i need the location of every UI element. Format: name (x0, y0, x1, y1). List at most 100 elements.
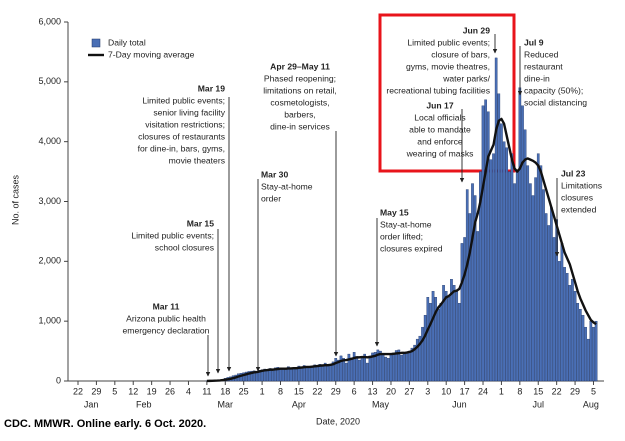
bar (460, 243, 464, 382)
x-tick-label: 24 (478, 386, 488, 396)
bar (394, 350, 398, 382)
annotation-text: Local officials (414, 112, 465, 122)
bar (471, 183, 474, 382)
month-label: May (372, 399, 390, 409)
y-tick-label: 6,000 (38, 16, 61, 26)
x-tick-label: 3 (425, 386, 430, 396)
x-tick-label: 25 (239, 386, 249, 396)
x-tick-label: 22 (552, 386, 562, 396)
annotation-text: Stay-at-home (261, 181, 313, 191)
bar (350, 357, 353, 382)
bar (405, 352, 409, 382)
highlight-box (378, 13, 516, 173)
bar (244, 371, 248, 382)
bar (308, 367, 311, 382)
bar (450, 279, 453, 382)
bar (379, 350, 382, 382)
x-tick-label: 10 (441, 386, 451, 396)
x-tick-label: 4 (186, 386, 191, 396)
month-label: Jan (84, 399, 99, 409)
bar (344, 362, 348, 382)
x-tick-label: 15 (533, 386, 543, 396)
bar (563, 267, 566, 382)
y-tick-label: 3,000 (38, 196, 61, 206)
annotation-text: Limitations (561, 180, 602, 190)
bar (489, 159, 493, 382)
annotation-text: dine-in services (270, 121, 330, 131)
bar (387, 358, 390, 382)
bar (476, 231, 480, 382)
bar (573, 291, 577, 382)
bar (492, 153, 495, 382)
x-tick-label: 5 (591, 386, 596, 396)
bar (544, 213, 548, 382)
bar (284, 369, 288, 382)
annotation-text: Phased reopening; (264, 73, 336, 83)
bar (455, 291, 459, 382)
bar (337, 359, 340, 382)
bar (539, 165, 543, 382)
bar (560, 243, 564, 382)
bar (373, 352, 377, 382)
bar (442, 285, 445, 382)
bar (581, 315, 585, 382)
bar (408, 350, 411, 382)
annotation-text: order (261, 193, 281, 203)
bar (334, 358, 338, 382)
x-tick-label: 22 (73, 386, 83, 396)
bar (494, 57, 498, 382)
annotation-text: Limited public events; (407, 37, 490, 47)
annotation-text: closures (561, 192, 593, 202)
legend-label: Daily total (108, 37, 146, 47)
bar (287, 366, 290, 382)
annotation-title: May 15 (380, 207, 409, 217)
bar (326, 365, 330, 382)
x-tick-label: 27 (404, 386, 414, 396)
bar (273, 367, 277, 382)
bar (421, 326, 424, 382)
bar (365, 362, 369, 382)
moving-average-line (206, 117, 597, 383)
bar (552, 237, 556, 382)
month-label: Jul (532, 399, 544, 409)
annotation-text: Stay-at-home (380, 219, 432, 229)
x-tick-label: 18 (220, 386, 230, 396)
annotation-title: Apr 29–May 11 (270, 61, 330, 71)
bar (526, 165, 530, 382)
annotation-text: social distancing (524, 97, 587, 107)
bar (331, 361, 335, 382)
x-tick-label: 6 (352, 386, 357, 396)
x-tick-label: 22 (312, 386, 322, 396)
bar (565, 273, 569, 382)
bar (463, 237, 466, 382)
bar (542, 189, 545, 382)
bar (534, 177, 537, 382)
bar (316, 365, 319, 382)
x-tick-label: 13 (368, 386, 378, 396)
month-label: Aug (583, 399, 599, 409)
x-tick-label: 5 (112, 386, 117, 396)
bar (400, 355, 403, 382)
bar (497, 93, 501, 382)
bar (360, 358, 364, 382)
annotation-title: Mar 19 (198, 83, 225, 93)
x-tick-label: 20 (386, 386, 396, 396)
annotation-text: capacity (50%); (524, 85, 583, 95)
bar (297, 365, 301, 382)
x-tick-label: 11 (202, 386, 211, 396)
x-tick-label: 17 (460, 386, 470, 396)
annotation-text: gyms, movie theatres, (406, 61, 490, 71)
x-tick-label: 19 (147, 386, 157, 396)
bar (473, 195, 477, 382)
annotation-text: visitation restrictions; (145, 119, 225, 129)
annotation-title: Mar 30 (261, 169, 288, 179)
annotation-text: Limited public events; (142, 95, 225, 105)
annotation-text: extended (561, 204, 597, 214)
bar (500, 123, 503, 382)
bar (371, 352, 374, 382)
bar (589, 320, 593, 382)
bar (384, 356, 388, 382)
x-tick-label: 1 (260, 386, 265, 396)
bar (429, 303, 432, 382)
